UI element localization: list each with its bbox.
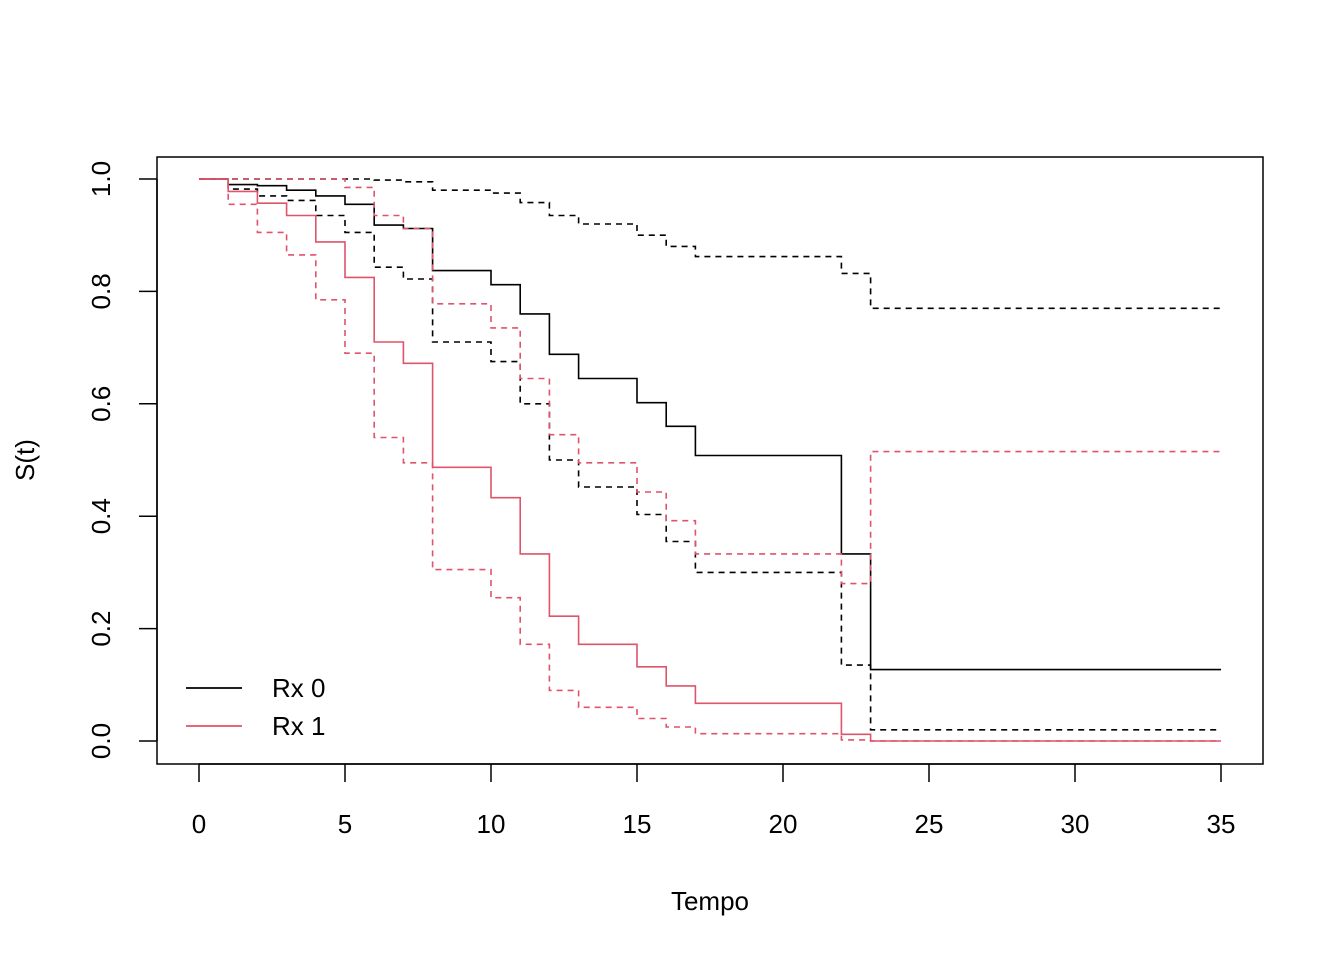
- x-tick-label: 5: [338, 809, 352, 839]
- y-axis-title: S(t): [10, 439, 40, 481]
- y-tick-label: 0.0: [86, 723, 116, 759]
- y-tick-label: 0.6: [86, 386, 116, 422]
- x-axis: 0 5 10 15 20 25 30 35: [192, 763, 1236, 839]
- x-tick-label: 25: [915, 809, 944, 839]
- x-tick-label: 0: [192, 809, 206, 839]
- y-tick-label: 0.4: [86, 498, 116, 534]
- x-tick-label: 20: [769, 809, 798, 839]
- legend-label: Rx 1: [272, 711, 325, 741]
- y-tick-label: 0.2: [86, 611, 116, 647]
- rx-1-ci-upper: [199, 178, 1221, 585]
- x-tick-label: 10: [477, 809, 506, 839]
- rx-1-ci-lower: [199, 178, 1221, 742]
- plot-lines: [199, 178, 1221, 742]
- rx-1-survival-curve: [199, 178, 1221, 742]
- legend-label: Rx 0: [272, 673, 325, 703]
- y-tick-label: 1.0: [86, 161, 116, 197]
- y-tick-label: 0.8: [86, 273, 116, 309]
- legend: Rx 0 Rx 1: [186, 673, 325, 741]
- rx-0-ci-upper: [199, 178, 1221, 310]
- x-tick-label: 30: [1061, 809, 1090, 839]
- y-axis: 0.0 0.2 0.4 0.6 0.8 1.0: [86, 161, 158, 759]
- rx-0-survival-curve: [199, 178, 1221, 671]
- x-tick-label: 35: [1207, 809, 1236, 839]
- x-axis-title: Tempo: [671, 886, 749, 916]
- rx-0-ci-lower: [199, 178, 1221, 731]
- x-tick-label: 15: [623, 809, 652, 839]
